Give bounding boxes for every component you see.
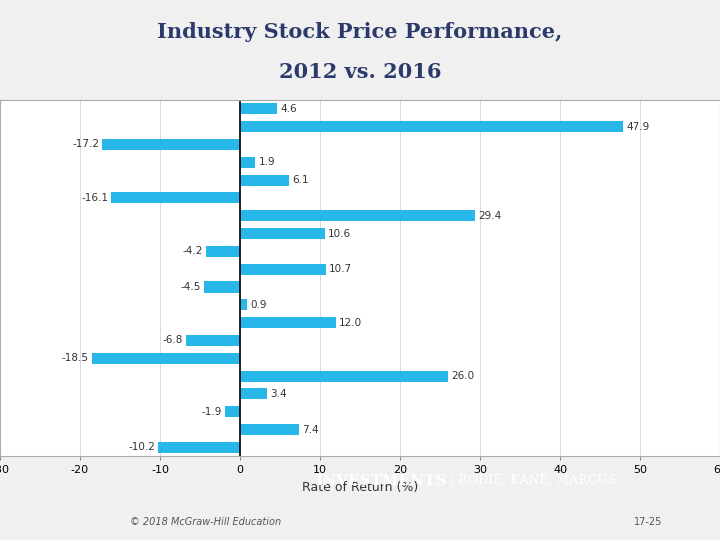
Text: | BODIE, KANE, MARCUS: | BODIE, KANE, MARCUS <box>446 474 616 487</box>
Bar <box>240 121 624 132</box>
Bar <box>186 335 240 346</box>
Text: 29.4: 29.4 <box>478 211 502 221</box>
Text: -4.2: -4.2 <box>183 246 203 256</box>
Text: 47.9: 47.9 <box>626 122 649 132</box>
Text: 3.4: 3.4 <box>271 389 287 399</box>
Text: 6.1: 6.1 <box>292 175 309 185</box>
Bar <box>102 139 240 150</box>
Text: 17-25: 17-25 <box>634 517 662 528</box>
Bar <box>240 317 336 328</box>
Text: 12.0: 12.0 <box>339 318 362 328</box>
Text: 0.9: 0.9 <box>251 300 267 310</box>
Bar <box>158 442 240 453</box>
Text: Industry Stock Price Performance,: Industry Stock Price Performance, <box>158 22 562 42</box>
Bar <box>225 406 240 417</box>
Text: INVESTMENTS: INVESTMENTS <box>315 474 446 488</box>
Text: 2012 vs. 2016: 2012 vs. 2016 <box>279 62 441 82</box>
Bar <box>111 192 240 204</box>
Bar <box>92 353 240 364</box>
Bar <box>240 157 255 168</box>
Bar <box>240 299 247 310</box>
Bar <box>240 388 267 400</box>
Bar <box>240 264 325 275</box>
Bar <box>240 228 325 239</box>
Text: -10.2: -10.2 <box>128 442 156 453</box>
Text: -6.8: -6.8 <box>162 335 182 346</box>
Text: 7.4: 7.4 <box>302 424 319 435</box>
Bar <box>240 103 276 114</box>
Text: -1.9: -1.9 <box>201 407 222 417</box>
Text: 1.9: 1.9 <box>258 157 275 167</box>
Text: -17.2: -17.2 <box>72 139 99 150</box>
X-axis label: Rate of Return (%): Rate of Return (%) <box>302 481 418 494</box>
Text: 10.6: 10.6 <box>328 228 351 239</box>
Text: -16.1: -16.1 <box>81 193 108 203</box>
Text: 26.0: 26.0 <box>451 371 474 381</box>
Text: © 2018 McGraw-Hill Education: © 2018 McGraw-Hill Education <box>130 517 281 528</box>
Bar <box>240 210 475 221</box>
Text: -18.5: -18.5 <box>62 353 89 363</box>
Text: -4.5: -4.5 <box>181 282 201 292</box>
Text: 10.7: 10.7 <box>329 264 352 274</box>
Bar <box>240 424 300 435</box>
Bar <box>240 174 289 186</box>
Bar <box>240 370 448 382</box>
Bar <box>207 246 240 257</box>
Text: 4.6: 4.6 <box>280 104 297 114</box>
Bar <box>204 281 240 293</box>
